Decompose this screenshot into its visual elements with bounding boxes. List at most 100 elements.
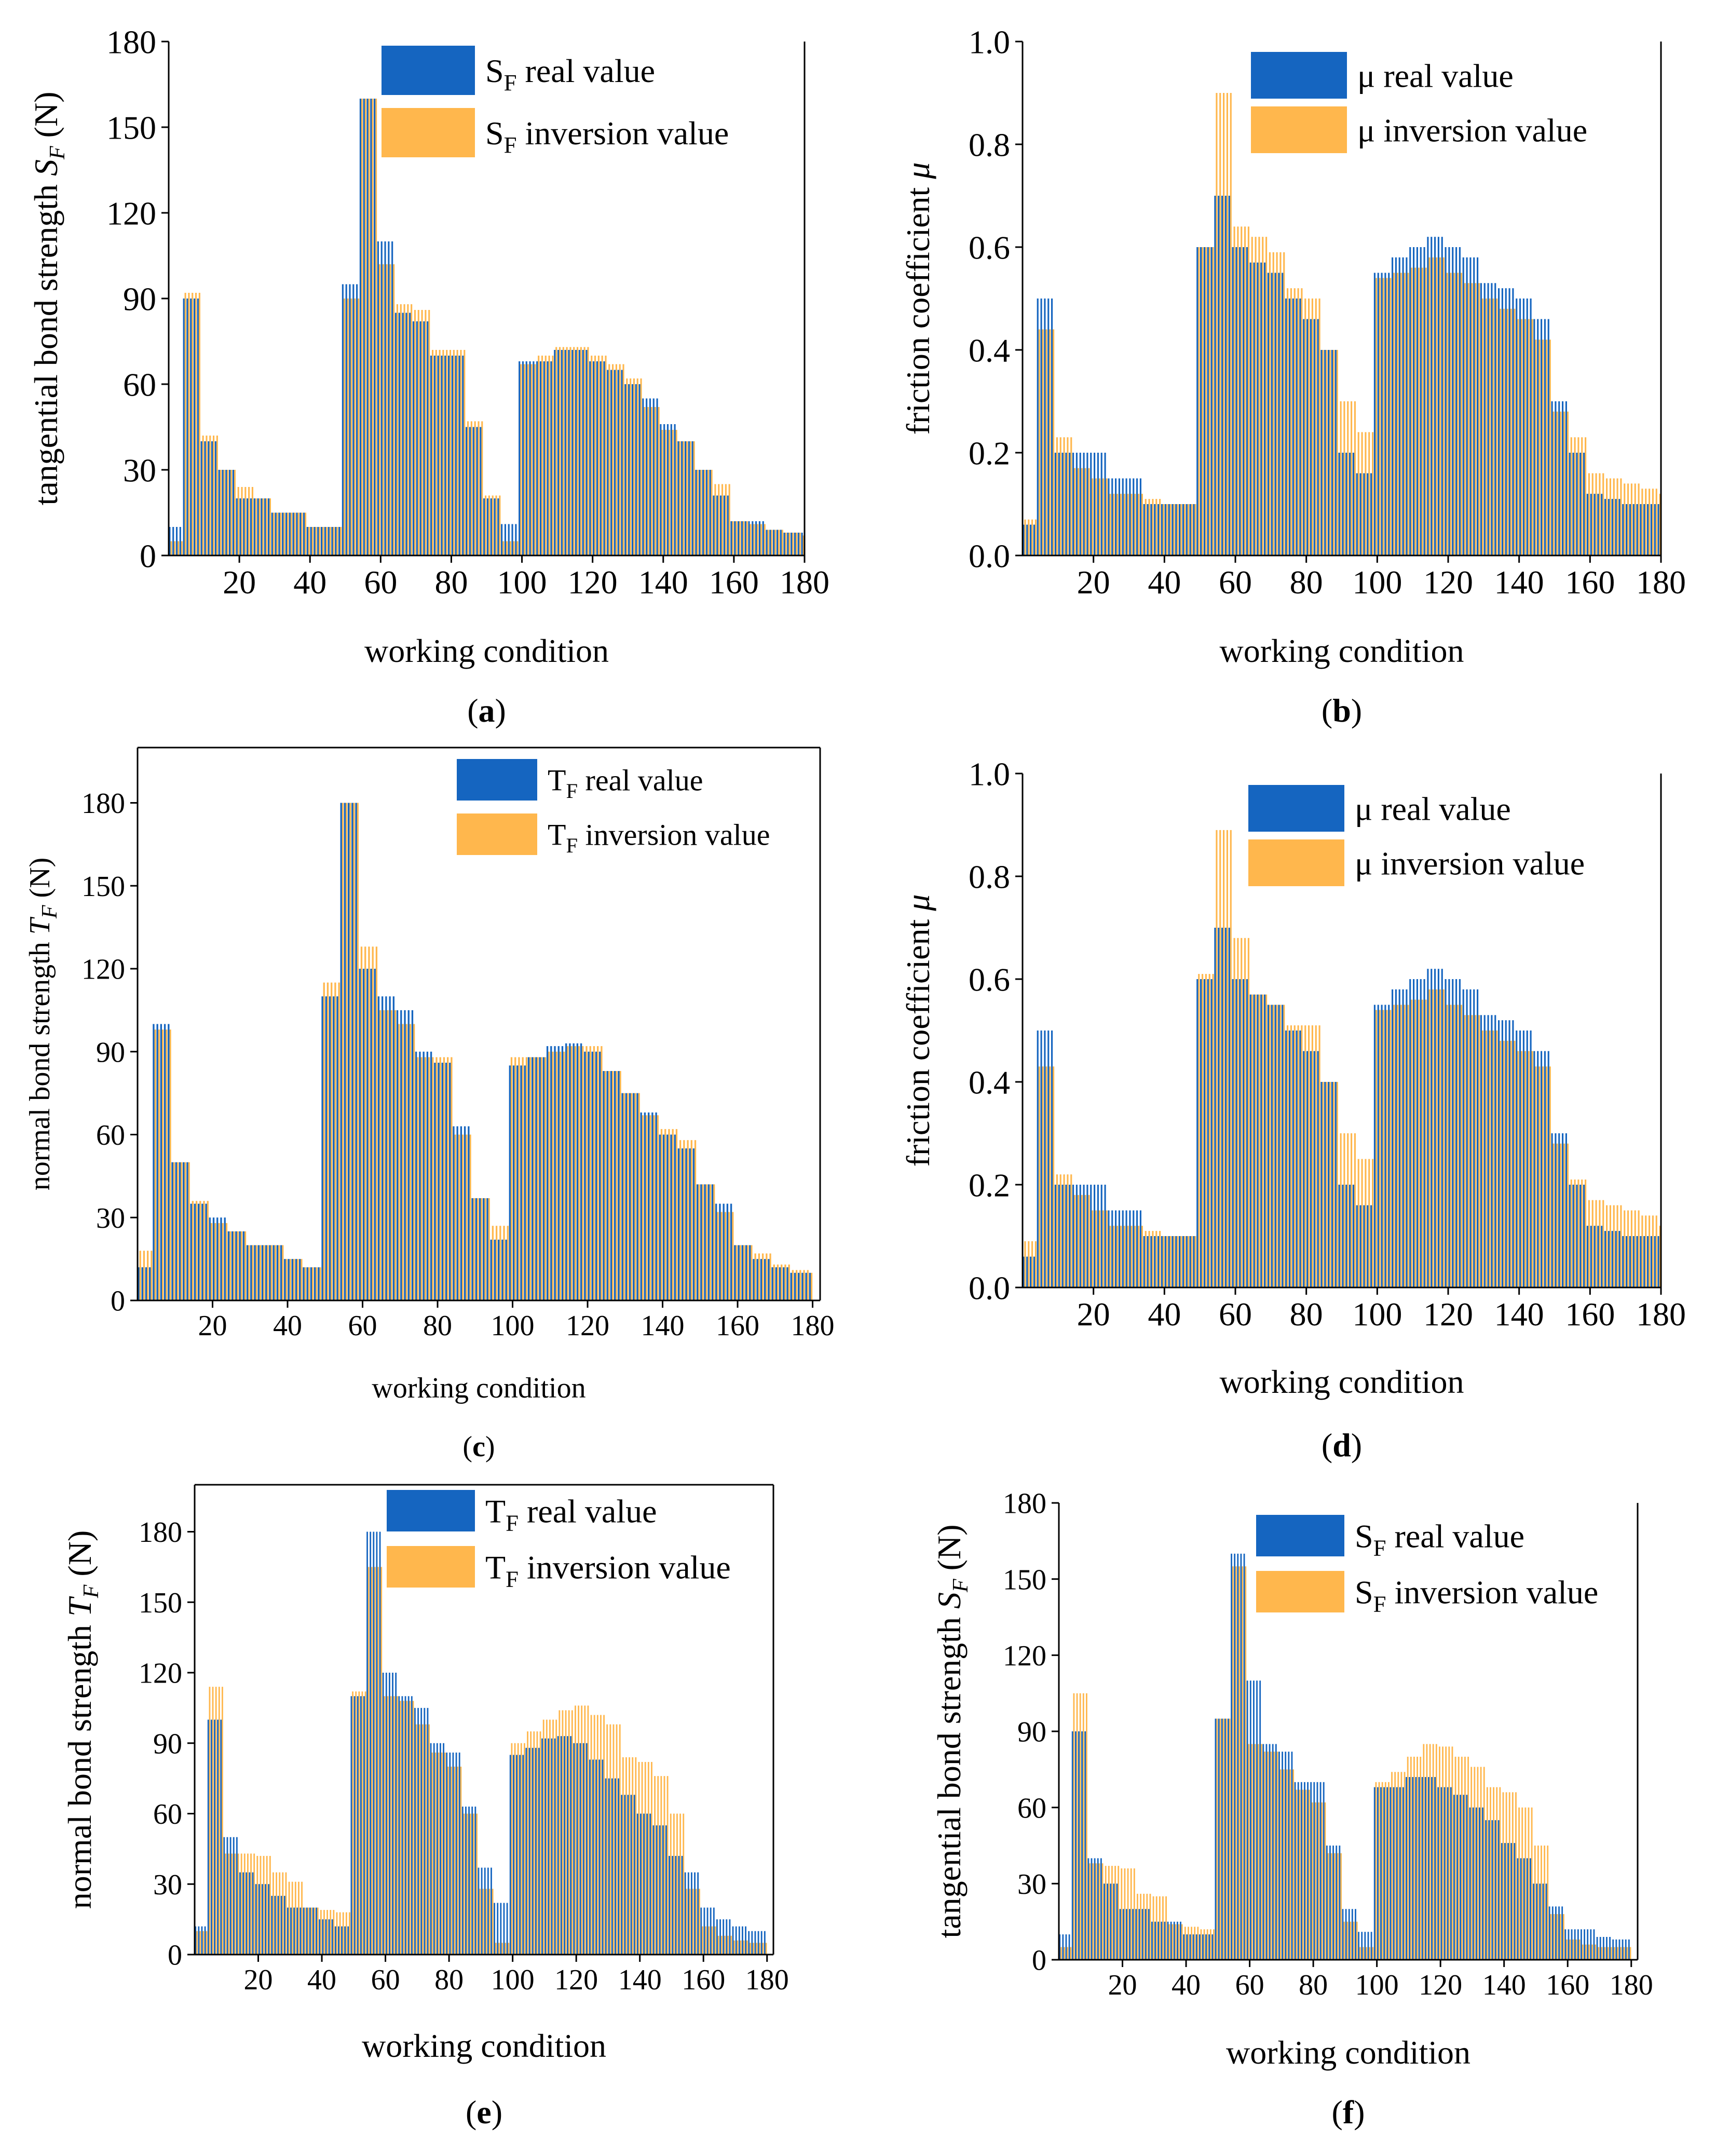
real-bar: [460, 1126, 462, 1300]
inversion-bar: [1347, 1133, 1349, 1287]
real-bar: [1189, 1934, 1191, 1960]
real-bar: [1110, 1883, 1112, 1960]
inversion-bar: [1588, 1944, 1590, 1960]
inversion-bar: [169, 1029, 171, 1300]
inversion-bar: [237, 1853, 239, 1955]
real-bar: [1090, 1185, 1092, 1287]
real-bar: [1316, 1782, 1318, 1960]
real-bar: [1061, 1185, 1064, 1287]
x-tick-label: 120: [566, 1310, 609, 1342]
real-bar: [506, 1903, 508, 1955]
inversion-bar: [542, 1719, 544, 1955]
inversion-bar: [432, 1057, 434, 1300]
inversion-bar: [434, 1752, 437, 1955]
inversion-bar: [654, 1776, 656, 1955]
real-bar: [1122, 478, 1124, 555]
real-bar: [1168, 1236, 1170, 1287]
real-bar: [1482, 1807, 1483, 1960]
inversion-bar: [638, 1093, 640, 1301]
inversion-bar: [623, 1093, 625, 1301]
real-bar: [411, 1696, 413, 1955]
real-bar: [1079, 1185, 1081, 1287]
real-bar: [370, 1531, 372, 1955]
inversion-bar: [1134, 494, 1136, 555]
inversion-bar: [676, 1813, 678, 1955]
real-bar: [1235, 247, 1237, 555]
real-bar: [293, 1907, 295, 1955]
inversion-bar: [1225, 1718, 1228, 1960]
real-bar: [389, 996, 391, 1300]
inversion-bar: [1521, 1807, 1523, 1960]
inversion-bar: [728, 1212, 730, 1300]
inversion-bar: [314, 1907, 316, 1955]
inversion-bar: [1426, 1744, 1428, 1960]
inversion-bar: [1528, 1051, 1530, 1287]
real-bar: [1632, 1236, 1635, 1287]
inversion-bar: [505, 1943, 507, 1955]
inversion-bar: [707, 470, 709, 555]
inversion-bar: [209, 436, 211, 555]
inversion-bar: [428, 1724, 430, 1955]
inversion-bar: [1467, 1015, 1469, 1287]
real-bar: [321, 996, 323, 1300]
real-bar: [296, 1907, 298, 1955]
real-bar: [543, 361, 545, 555]
inversion-bar: [632, 1757, 634, 1955]
inversion-bar: [199, 1931, 201, 1955]
real-bar: [1398, 257, 1400, 555]
real-bar: [331, 1919, 333, 1955]
inversion-bar: [1397, 1772, 1399, 1960]
real-bar: [522, 361, 524, 555]
real-bar: [1087, 1858, 1089, 1960]
inversion-bar: [252, 1245, 254, 1300]
real-bar: [575, 350, 577, 555]
inversion-bar: [601, 1046, 603, 1300]
inversion-bar: [1624, 483, 1626, 555]
inversion-bar: [390, 1696, 392, 1955]
inversion-bar: [653, 1115, 655, 1300]
legend-swatch-inversion: [1248, 839, 1344, 886]
inversion-bar: [181, 1162, 183, 1300]
real-bar: [1395, 257, 1397, 555]
inversion-bar: [409, 1024, 412, 1300]
real-bar: [212, 1217, 215, 1300]
inversion-bar: [1067, 437, 1069, 555]
y-tick-label: 0.4: [969, 1064, 1010, 1101]
inversion-bar: [1439, 257, 1441, 555]
real-bar: [508, 524, 510, 555]
real-bar: [1512, 1020, 1514, 1287]
inversion-bar: [1524, 1051, 1526, 1287]
real-bar: [1505, 1020, 1507, 1287]
inversion-bar: [1485, 299, 1487, 555]
inversion-bar: [1457, 1005, 1459, 1287]
real-bar: [1491, 283, 1493, 555]
inversion-bar: [1318, 1025, 1320, 1287]
inversion-bar: [244, 487, 247, 555]
inversion-bar: [713, 1184, 715, 1300]
real-bar: [1519, 299, 1521, 555]
real-bar: [481, 1867, 483, 1955]
inversion-bar: [1159, 1231, 1161, 1287]
inversion-bar: [1432, 989, 1434, 1287]
real-bar: [644, 1112, 646, 1300]
real-bar: [1065, 453, 1067, 555]
real-bar: [1253, 1680, 1255, 1960]
real-bar: [539, 361, 542, 555]
inversion-bar: [773, 1264, 775, 1300]
real-bar: [1332, 1846, 1334, 1960]
inversion-bar: [1292, 1769, 1295, 1960]
real-bar: [430, 356, 432, 555]
inversion-bar: [640, 378, 642, 555]
inversion-bar: [1180, 504, 1182, 555]
inversion-bar: [1659, 1226, 1661, 1287]
real-bar: [490, 1239, 492, 1300]
inversion-bar: [1641, 1215, 1643, 1287]
panel-caption: (a): [467, 692, 506, 729]
inversion-bar: [1237, 938, 1239, 1287]
real-bar: [1423, 247, 1425, 555]
inversion-bar: [1304, 1025, 1306, 1287]
inversion-bar: [580, 347, 582, 555]
inversion-bar: [1216, 1718, 1218, 1960]
inversion-bar: [1545, 1066, 1547, 1287]
real-bar: [779, 1267, 781, 1300]
